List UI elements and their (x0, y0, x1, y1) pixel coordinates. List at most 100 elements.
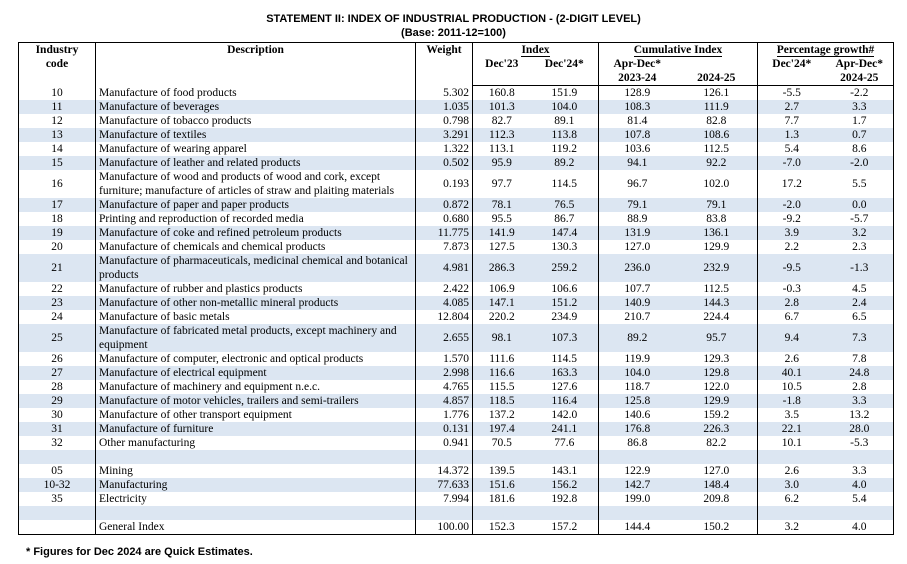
table-row: 18 Printing and reproduction of recorded … (18, 212, 894, 226)
value-cell: 10.5 (781, 381, 802, 393)
value-cell: 107.7 (624, 283, 651, 295)
value-cell: 4.085 (415, 296, 473, 310)
footnote: * Figures for Dec 2024 are Quick Estimat… (26, 546, 253, 558)
header-cell: Index (472, 42, 599, 57)
value-cell: 160.8 (488, 87, 515, 99)
value-cell: 210.7 (624, 311, 651, 323)
value-cell: 2.998 (415, 366, 473, 380)
header-cell: Apr-Dec* (825, 57, 894, 71)
code-cell: 20 (18, 240, 96, 254)
value-cell: 88.9 (627, 213, 648, 225)
value-cell: 111.9 (675, 100, 758, 114)
value-cell: 106.9 (488, 283, 515, 295)
value-cell: 144.4 (624, 521, 651, 533)
value-cell: 89.2 (598, 324, 676, 352)
description-cell (95, 450, 416, 464)
table-row: 25 Manufacture of fabricated metal produc… (18, 324, 894, 352)
value-cell: 102.0 (675, 170, 758, 198)
header-cell: Description (95, 42, 416, 86)
value-cell: 220.2 (488, 311, 515, 323)
code-cell: 31 (18, 422, 96, 436)
value-cell: 76.5 (530, 198, 599, 212)
header-cell: Apr-Dec* (598, 57, 676, 71)
value-cell: 4.0 (825, 520, 894, 535)
value-cell (530, 450, 599, 464)
value-cell: 95.5 (491, 213, 512, 225)
value-cell: 141.9 (472, 226, 531, 240)
subtitle: (Base: 2011-12=100) (401, 27, 506, 39)
value-cell: 70.5 (491, 437, 512, 449)
code-cell: 32 (18, 436, 96, 450)
code-cell: 24 (18, 310, 96, 324)
value-cell: 127.0 (675, 464, 758, 478)
value-cell (825, 506, 894, 520)
code-cell: 23 (18, 296, 96, 310)
value-cell: 136.1 (675, 226, 758, 240)
value-cell: -0.3 (782, 283, 801, 295)
value-cell: 147.4 (530, 226, 599, 240)
description-cell: Mining (95, 464, 416, 478)
value-cell: 113.1 (489, 143, 515, 155)
code-cell: 28 (18, 380, 96, 394)
description-cell: Manufacture of coke and refined petroleu… (95, 226, 416, 240)
description-cell: Manufacture of leather and related produ… (95, 156, 416, 170)
table-wrap: Industry code Description Weight Index C… (18, 42, 894, 535)
code-cell: 15 (18, 156, 96, 170)
value-cell: 131.9 (598, 226, 676, 240)
header-cell: Cumulative Index (598, 42, 758, 57)
description-cell: Manufacture of chemicals and chemical pr… (95, 240, 416, 254)
table-row: 12 Manufacture of tobacco products 0.798 82… (18, 114, 894, 128)
description-cell: Manufacture of food products (95, 85, 416, 100)
code-cell: 12 (18, 114, 96, 128)
code-cell (18, 506, 96, 520)
value-cell: 3.9 (757, 226, 826, 240)
value-cell: 89.1 (530, 114, 599, 128)
value-cell: 236.0 (598, 254, 676, 282)
value-cell: 2.655 (415, 324, 473, 352)
value-cell: 4.857 (415, 394, 473, 408)
value-cell: 1.776 (415, 408, 473, 422)
description-cell: Manufacture of pharmaceuticals, medicina… (95, 254, 416, 282)
value-cell: 129.8 (675, 366, 758, 380)
value-cell: 156.2 (530, 478, 599, 492)
value-cell: 17.2 (781, 178, 802, 190)
table-row: General Index 100.00 152.3 157.2 144.4 150.2 3… (18, 520, 894, 535)
value-cell: 151.6 (472, 478, 531, 492)
value-cell: 119.2 (530, 142, 599, 156)
code-cell: 11 (18, 100, 96, 114)
value-cell: 3.3 (825, 464, 894, 478)
table-row: 27 Manufacture of electrical equipment 2.9… (18, 366, 894, 380)
value-cell: 2.8 (757, 296, 826, 310)
description-cell: Manufacture of motor vehicles, trailers … (95, 394, 416, 408)
value-cell: 79.1 (675, 198, 758, 212)
value-cell: 163.3 (530, 366, 599, 380)
value-cell: 28.0 (825, 422, 894, 436)
description-cell: Manufacture of textiles (95, 128, 416, 142)
description-cell: Other manufacturing (95, 436, 416, 450)
value-cell: 82.7 (491, 115, 512, 127)
code-cell: 10-32 (18, 478, 96, 492)
value-cell: 115.5 (489, 381, 515, 393)
value-cell: 82.8 (675, 114, 758, 128)
value-cell: 176.8 (598, 422, 676, 436)
value-cell: -5.5 (782, 87, 801, 99)
description-cell: Manufacture of machinery and equipment n… (95, 380, 416, 394)
value-cell: 100.00 (415, 520, 473, 535)
value-cell: 5.4 (784, 143, 799, 155)
table-row: 05 Mining 14.372 139.5 143.1 122.9 127.0 2.6 3.3 (18, 464, 894, 478)
table-row: 26 Manufacture of computer, electronic an… (18, 352, 894, 366)
value-cell: 6.7 (784, 311, 799, 323)
value-cell: 144.3 (675, 296, 758, 310)
description-cell: Manufacture of furniture (95, 422, 416, 436)
value-cell: 77.6 (530, 436, 599, 450)
value-cell: 98.1 (472, 324, 531, 352)
description-cell: Manufacture of electrical equipment (95, 366, 416, 380)
value-cell: 224.4 (675, 310, 758, 324)
table-row (18, 450, 894, 464)
value-cell: -2.0 (757, 198, 826, 212)
value-cell: 81.4 (627, 115, 648, 127)
value-cell: 226.3 (675, 422, 758, 436)
value-cell: -5.7 (825, 212, 894, 226)
title-block: STATEMENT II: INDEX OF INDUSTRIAL PRODUC… (0, 12, 907, 40)
value-cell: 1.3 (757, 128, 826, 142)
